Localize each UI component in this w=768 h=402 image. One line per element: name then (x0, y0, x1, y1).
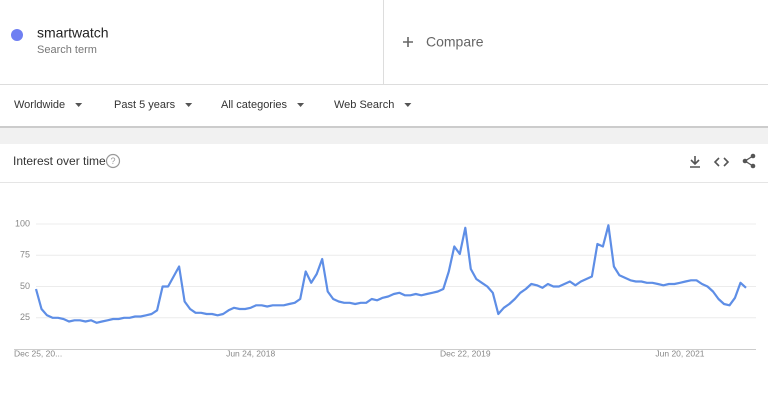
help-icon[interactable]: ? (105, 153, 121, 169)
download-glyph (690, 156, 700, 168)
filter-label[interactable]: Past 5 years (114, 99, 176, 111)
trend-line (34, 224, 747, 324)
plus-icon (403, 37, 413, 47)
filter-row: Worldwide Past 5 years All categories Web S… (14, 99, 412, 111)
y-tick-label: 100 (15, 218, 30, 228)
term[interactable]: smartwatch (37, 25, 109, 41)
x-tick-label: Jun 24, 2018 (226, 348, 275, 358)
embed-icon[interactable] (713, 157, 730, 167)
dropdown-arrow (404, 103, 412, 107)
chart: 25 50 75 100 Dec 25, 20... Jun 24, 2018 Dec 22… (14, 218, 756, 358)
x-tick-label: Dec 25, 20... (14, 348, 62, 358)
filter-label[interactable]: All categories (221, 99, 288, 111)
share-dot (742, 158, 748, 164)
dropdown-arrow (297, 103, 305, 107)
help-circle (105, 153, 121, 169)
share-icon[interactable] (742, 153, 756, 169)
filter-dropdown[interactable]: Web Search (334, 99, 412, 111)
filter-dropdown[interactable]: All categories (221, 99, 305, 111)
term-caption: Search term (37, 44, 97, 56)
share-dot (750, 153, 756, 159)
filter-label[interactable]: Web Search (334, 99, 394, 111)
page-band (0, 128, 768, 144)
card-title: Interest over time (13, 154, 106, 168)
help-glyph: ? (110, 156, 115, 166)
term-dot (11, 29, 23, 41)
dropdown-arrow (185, 103, 193, 107)
y-tick-label: 25 (20, 312, 30, 322)
share-dot (750, 163, 756, 169)
dropdown-arrow (75, 103, 83, 107)
y-tick-label: 75 (20, 250, 30, 260)
compare-label[interactable]: Compare (426, 34, 484, 50)
compare-button[interactable]: Compare (403, 34, 484, 50)
download-icon[interactable] (690, 156, 700, 168)
x-tick-label: Dec 22, 2019 (440, 348, 491, 358)
embed-glyph (713, 157, 730, 167)
filter-dropdown[interactable]: Worldwide (14, 99, 83, 111)
x-tick-label: Jun 20, 2021 (655, 348, 704, 358)
shadow (0, 126, 768, 128)
filter-dropdown[interactable]: Past 5 years (114, 99, 193, 111)
filter-label[interactable]: Worldwide (14, 99, 65, 111)
y-tick-label: 50 (20, 281, 30, 291)
